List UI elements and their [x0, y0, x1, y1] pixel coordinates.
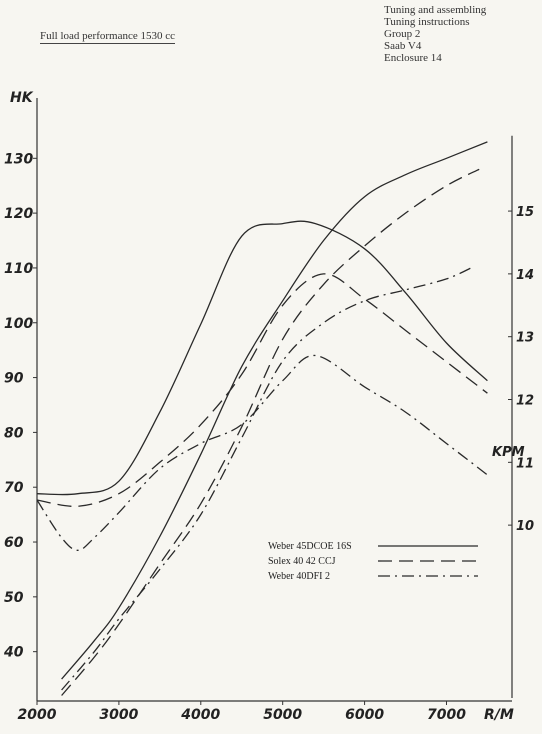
y-tick-label: 70 [4, 480, 24, 496]
series-line-torque-1 [36, 220, 488, 496]
y-tick-label: 120 [4, 206, 33, 222]
chart-axes: 40 50 60 70 80 90 100 110 120 130 10 11 12 13 14 15 2000… [3, 90, 534, 723]
x-tick-label: 4000 [180, 707, 220, 723]
legend-label: Weber 40DFI 2 [268, 571, 330, 582]
y-tick-label: 80 [4, 425, 24, 441]
header-line: Tuning and assembling [384, 4, 487, 16]
series-line-torque-2 [36, 273, 488, 508]
legend-label: Solex 40 42 CCJ [268, 556, 336, 567]
y-tick-label: 60 [4, 535, 24, 551]
y-tick-label: 100 [4, 316, 33, 332]
header-line: Enclosure 14 [384, 52, 442, 64]
x-axis-title: R/M [484, 707, 514, 723]
x-tick-label: 7000 [427, 707, 466, 723]
header-line: Tuning instructions [384, 16, 470, 28]
header-line: Saab V4 [384, 40, 422, 52]
y-right-axis-title: KPM [492, 445, 525, 460]
header-line: Group 2 [384, 28, 421, 40]
y-axis-title: HK [10, 90, 34, 106]
series-line-power-1 [61, 141, 488, 680]
y-right-tick-label: 15 [516, 205, 534, 220]
page-title: Full load performance 1530 cc [40, 30, 176, 44]
chart-legend: Weber 45DCOE 16S Solex 40 42 CCJ Weber 40D… [268, 541, 478, 582]
y-right-tick-label: 12 [516, 394, 534, 409]
document-header-notes: Tuning and assembling Tuning instruction… [384, 4, 486, 64]
y-tick-label: 110 [4, 261, 33, 277]
x-tick-label: 5000 [263, 707, 302, 723]
x-tick-label: 6000 [345, 707, 384, 723]
x-tick-label: 2000 [18, 707, 57, 723]
series-line-power-2 [61, 168, 480, 696]
y-tick-label: 90 [4, 371, 24, 387]
y-right-tick-label: 11 [516, 456, 534, 471]
series-line-torque-3 [36, 354, 488, 551]
y-right-tick-label: 10 [516, 519, 534, 534]
y-tick-label: 50 [4, 590, 24, 606]
y-right-tick-label: 13 [516, 331, 534, 346]
x-tick-label: 3000 [99, 707, 138, 723]
y-right-tick-label: 14 [516, 268, 534, 283]
legend-label: Weber 45DCOE 16S [268, 541, 352, 552]
y-tick-label: 130 [4, 151, 33, 167]
chart-series [36, 141, 488, 696]
y-tick-label: 40 [3, 645, 24, 661]
